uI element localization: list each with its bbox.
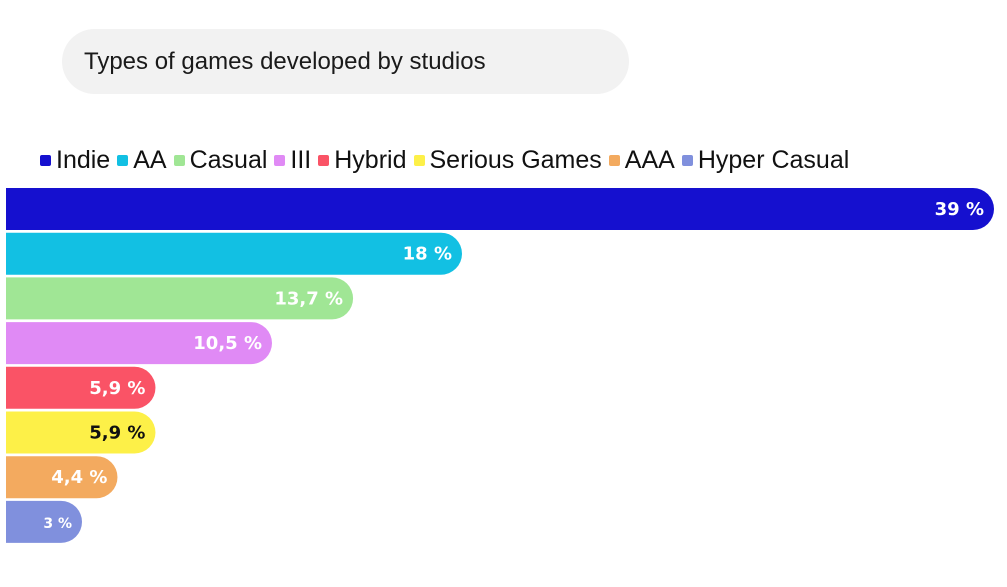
chart-title: Types of games developed by studios	[84, 47, 486, 75]
chart-title-box: Types of games developed by studios	[62, 29, 629, 94]
legend-label: AA	[133, 145, 167, 174]
legend-swatch	[274, 154, 286, 166]
legend-label: Hyper Casual	[697, 145, 850, 174]
bar-iii	[6, 322, 272, 365]
legend-swatch	[318, 154, 330, 166]
legend-swatch	[117, 154, 129, 166]
bar-casual	[6, 277, 354, 320]
legend-label: Indie	[56, 145, 111, 174]
legend-swatch	[681, 154, 693, 166]
legend-item: III	[274, 146, 311, 175]
bar-value-label: 5,9 %	[89, 423, 145, 444]
legend-item: Indie	[40, 146, 110, 175]
legend-label: III	[290, 145, 312, 174]
legend-item: AAA	[608, 145, 675, 175]
legend-label: Serious Games	[429, 145, 602, 174]
legend-swatch	[173, 154, 185, 166]
bar-serious-games	[6, 411, 156, 454]
legend-item: AA	[117, 145, 167, 175]
legend-swatch	[608, 154, 620, 166]
bar-indie	[6, 188, 994, 230]
bar-hybrid	[6, 366, 156, 409]
bar-value-label: 39 %	[935, 199, 984, 220]
bar-aa	[6, 232, 462, 275]
bar-hyper-casual	[6, 500, 83, 543]
bar-value-label: 5,9 %	[89, 378, 145, 399]
bar-aaa	[6, 456, 118, 499]
legend-label: Casual	[189, 145, 268, 174]
chart-legend: Indie AA Casual III Hybrid Serious Games AAA Hy…	[40, 143, 856, 177]
legend-swatch	[40, 154, 51, 166]
bar-value-label: 18 %	[403, 244, 452, 265]
bar-value-label: 10,5 %	[193, 333, 262, 354]
bar-value-label: 13,7 %	[274, 288, 343, 309]
legend-item: Hyper Casual	[681, 145, 850, 175]
legend-item: Hybrid	[318, 145, 407, 175]
legend-item: Serious Games	[413, 145, 602, 175]
legend-label: AAA	[624, 145, 675, 174]
bar-value-label: 3 %	[43, 516, 72, 532]
legend-label: Hybrid	[334, 145, 407, 174]
legend-item: Casual	[173, 145, 268, 175]
legend-swatch	[413, 154, 425, 166]
bar-value-label: 4,4 %	[51, 467, 107, 488]
